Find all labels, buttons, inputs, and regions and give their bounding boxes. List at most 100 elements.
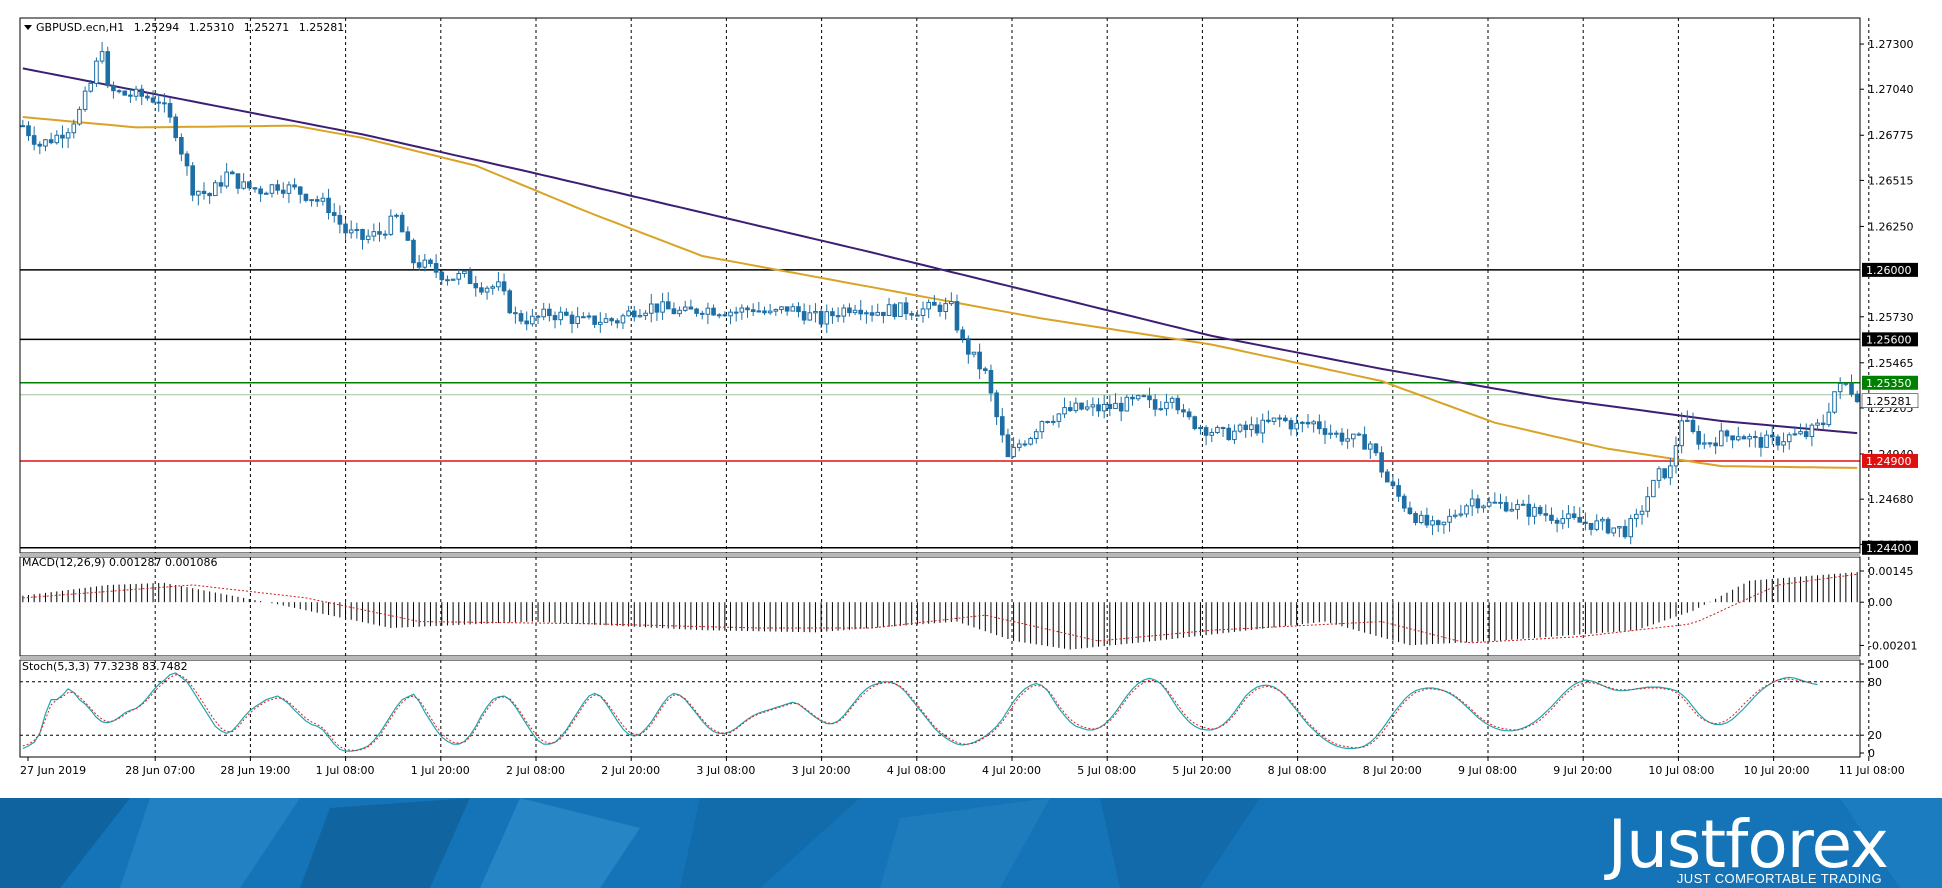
candle-body xyxy=(297,186,303,195)
candle-body xyxy=(1124,396,1130,412)
candle-body xyxy=(1350,433,1356,440)
candle-body xyxy=(484,287,490,293)
candle-body xyxy=(173,116,178,139)
candle-body xyxy=(756,310,762,313)
candle-body xyxy=(422,259,428,268)
grid xyxy=(20,18,1870,757)
candle-body xyxy=(1815,422,1820,426)
candle-body xyxy=(943,303,948,312)
candle-body xyxy=(1277,417,1282,420)
readout-close: 1.25281 xyxy=(299,21,345,34)
candle-body xyxy=(784,306,790,312)
price-tick-label: 1.27300 xyxy=(1868,38,1914,51)
candle-body xyxy=(586,315,592,318)
price-tick-label: 1.27040 xyxy=(1868,83,1914,96)
candle-body xyxy=(105,51,111,87)
candle-body xyxy=(479,287,484,293)
candle-body xyxy=(1554,519,1560,524)
candle-body xyxy=(999,416,1005,436)
candle-body xyxy=(1707,442,1713,445)
candle-body xyxy=(1413,513,1418,524)
candle-body xyxy=(762,310,767,314)
candle-body xyxy=(1379,452,1384,473)
candle-body xyxy=(569,314,575,324)
candle-body xyxy=(1515,504,1520,510)
candle-body xyxy=(903,302,909,315)
current-price-label: 1.25281 xyxy=(1866,395,1912,408)
candle-body xyxy=(1373,443,1379,454)
candle-body xyxy=(1050,420,1056,423)
candle-body xyxy=(1854,393,1860,403)
stoch-label: Stoch(5,3,3) 77.3238 83.7482 xyxy=(22,660,188,673)
candle-body xyxy=(671,308,677,315)
stoch-tick-label: 80 xyxy=(1868,676,1882,689)
candle-body xyxy=(654,303,660,313)
level-label-box xyxy=(1862,332,1918,347)
candle-body xyxy=(360,228,365,240)
macd-tick-label: -0.00201 xyxy=(1868,639,1917,652)
candle-body xyxy=(971,351,977,355)
candle-body xyxy=(1673,445,1679,467)
candle-body xyxy=(1441,521,1447,526)
level-label-box xyxy=(1862,540,1918,555)
candle-body xyxy=(739,307,745,313)
candle-body xyxy=(179,137,184,155)
candle-body xyxy=(1594,520,1600,530)
level-label: 1.24400 xyxy=(1866,542,1912,555)
candle-body xyxy=(513,312,518,315)
stoch-tick-label: 20 xyxy=(1868,729,1882,742)
candle-body xyxy=(801,311,807,321)
price-tick-label: 1.26515 xyxy=(1868,174,1914,187)
candle-body xyxy=(31,135,37,145)
level-label: 1.24900 xyxy=(1866,455,1912,468)
candle-body xyxy=(937,304,943,312)
candle-body xyxy=(1809,424,1815,438)
candle-body xyxy=(1752,435,1758,439)
candle-body xyxy=(1741,436,1747,440)
candle-body xyxy=(1147,395,1152,401)
candle-body xyxy=(1056,413,1062,422)
candle-body xyxy=(1220,427,1226,430)
candle-body xyxy=(1175,397,1181,411)
candle-body xyxy=(348,229,354,234)
justforex-logo[interactable]: Justforex xyxy=(1607,806,1889,883)
macd-label: MACD(12,26,9) 0.001287 0.001086 xyxy=(22,556,218,569)
candle-body xyxy=(1311,421,1316,425)
candle-body xyxy=(428,259,433,265)
candle-body xyxy=(1237,424,1243,432)
candle-body xyxy=(1537,506,1543,515)
candle-body xyxy=(286,184,292,194)
candle-body xyxy=(184,153,190,167)
menu-triangle-icon[interactable] xyxy=(24,25,32,30)
candle-body xyxy=(1452,514,1458,517)
candle-body xyxy=(326,197,331,214)
candle-body xyxy=(779,306,784,311)
candle-body xyxy=(1243,424,1249,431)
candle-body xyxy=(1837,382,1843,393)
candle-body xyxy=(1786,434,1792,443)
candle-body xyxy=(603,318,609,323)
candle-body xyxy=(614,320,620,324)
candle-body xyxy=(1690,419,1696,433)
candle-body xyxy=(1628,518,1634,538)
candle-body xyxy=(1549,514,1554,521)
readout-high: 1.25310 xyxy=(189,21,235,34)
chart-frame xyxy=(19,17,1861,758)
candle-body xyxy=(252,187,258,190)
candle-body xyxy=(1294,422,1299,430)
brand-footer: Justforex JUST COMFORTABLE TRADING xyxy=(0,798,1942,888)
readout-open: 1.25294 xyxy=(134,21,180,34)
level-label-box xyxy=(1862,262,1918,277)
candle-body xyxy=(705,307,711,315)
candle-body xyxy=(1317,421,1322,430)
panel-frame xyxy=(19,17,1861,554)
candle-body xyxy=(852,309,858,314)
candle-body xyxy=(320,197,326,202)
candle-body xyxy=(1300,421,1305,424)
candle-body xyxy=(411,239,416,264)
candle-body xyxy=(133,88,139,97)
candle-body xyxy=(1469,498,1475,507)
candle-body xyxy=(116,90,122,93)
candle-body xyxy=(71,123,77,134)
candle-body xyxy=(637,315,643,318)
